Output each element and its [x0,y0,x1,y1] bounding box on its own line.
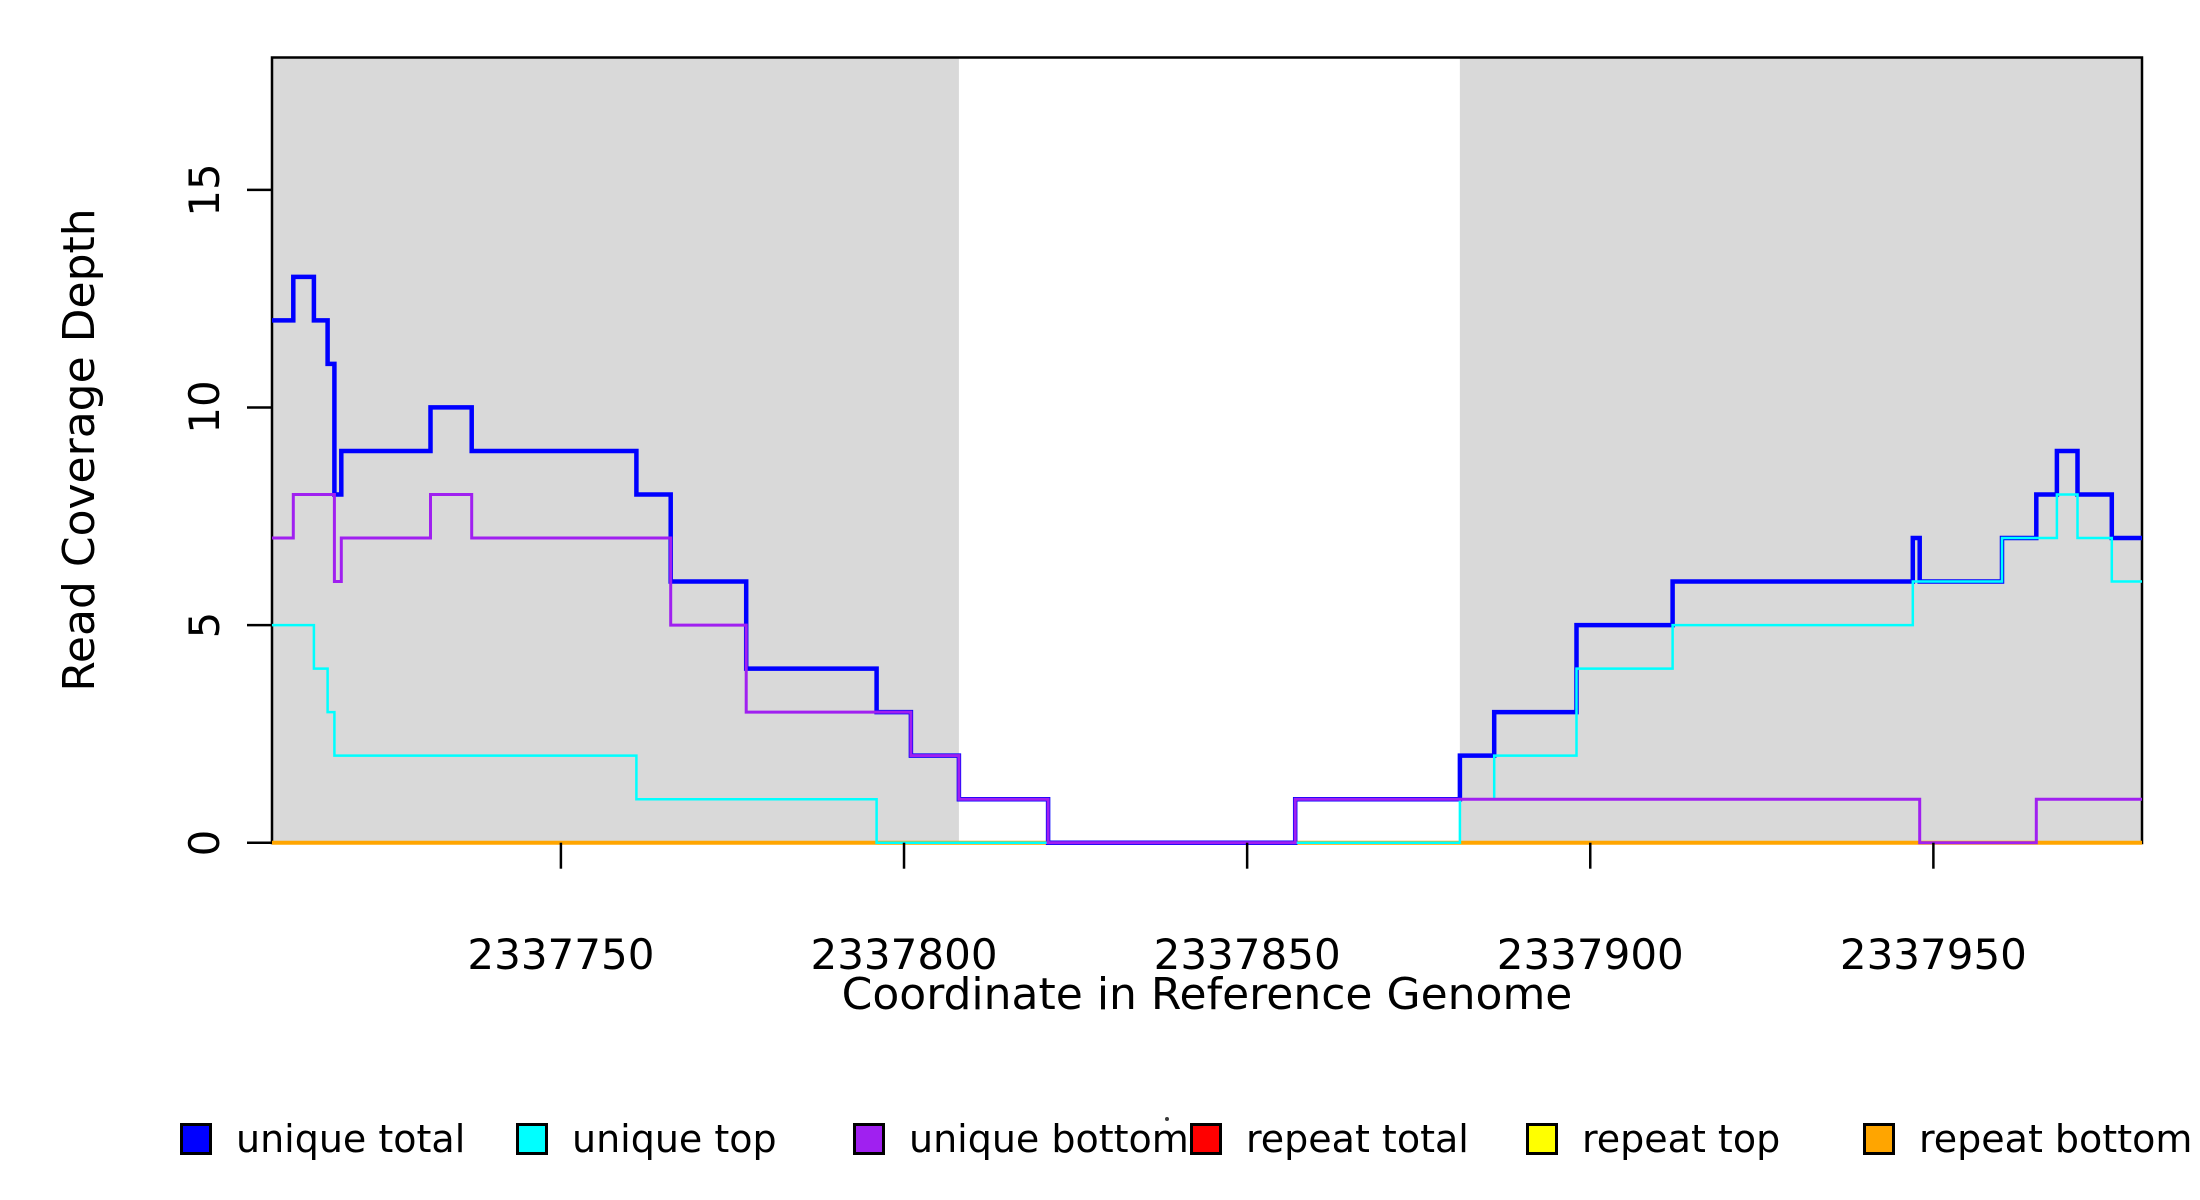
legend-item-repeat-bottom: repeat bottom [1863,1117,2193,1161]
x-tick-label: 2337800 [810,930,998,979]
series-unique-bottom [272,493,2142,845]
legend-item-unique-total: unique total [180,1117,466,1161]
legend-swatch [516,1123,548,1155]
shaded-repeat-regions [272,57,2142,843]
legend-label: repeat total [1246,1117,1469,1161]
y-tick-label: 15 [180,163,229,217]
y-axis-title: Read Coverage Depth [54,208,105,692]
x-tick-label: 2337850 [1153,930,1341,979]
legend-item-repeat-total: repeat total [1190,1117,1469,1161]
axis-tick-marks [247,188,1935,869]
legend-swatch [1526,1123,1558,1155]
shaded-region [1459,57,2142,843]
legend-item-unique-bottom: unique bottom [853,1117,1189,1161]
stray-dot-mark [1165,1117,1169,1121]
x-axis-title: Coordinate in Reference Genome [841,969,1573,1020]
coverage-series-lines [272,274,2142,845]
x-tick-label: 2337750 [467,930,655,979]
legend: unique total unique top unique bottom repea… [0,0,2200,1158]
legend-item-unique-top: unique top [516,1117,777,1161]
legend-swatch [853,1123,885,1155]
x-tick-label: 2337950 [1839,930,2027,979]
legend-swatch [1190,1123,1222,1155]
legend-swatch [180,1123,212,1155]
legend-swatch [1863,1123,1895,1155]
y-tick-label: 5 [180,611,229,639]
legend-label: unique bottom [909,1117,1189,1161]
y-tick-label: 10 [180,380,229,435]
series-unique-top [272,493,2142,844]
legend-label: unique top [572,1117,777,1161]
legend-label: repeat top [1582,1117,1781,1161]
x-tick-label: 2337900 [1496,930,1684,979]
legend-label: repeat bottom [1919,1117,2193,1161]
legend-label: unique total [236,1117,466,1161]
legend-item-repeat-top: repeat top [1526,1117,1781,1161]
y-tick-label: 0 [180,829,229,857]
